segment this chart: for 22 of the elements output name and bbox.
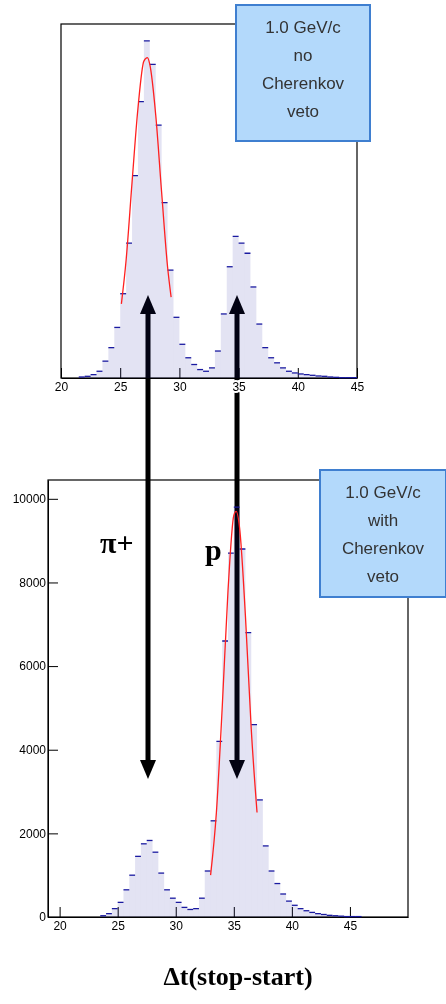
- x-tick-label: 25: [114, 379, 128, 394]
- x-tick-label: 30: [169, 918, 184, 933]
- annotation: 1.0 GeV/c no Cherenkov veto: [261, 18, 345, 121]
- x-tick-label: 40: [285, 918, 300, 933]
- y-tick-label: 4000: [19, 743, 47, 758]
- x-tick-label: 45: [343, 918, 358, 933]
- x-tick-label: 35: [227, 918, 242, 933]
- y-tick-label: 0: [39, 910, 47, 925]
- y-tick-label: 2000: [19, 826, 47, 841]
- x-tick-label: 40: [291, 379, 306, 394]
- x-tick-label: 30: [173, 379, 187, 394]
- x-tick-label: 25: [111, 918, 126, 933]
- x-tick-label: 45: [350, 379, 365, 394]
- x-tick-label: 20: [54, 379, 69, 394]
- annotation: π+: [100, 526, 134, 559]
- y-tick-label: 10000: [12, 492, 47, 507]
- y-tick-label: 8000: [19, 575, 47, 590]
- annotation: p: [205, 533, 222, 566]
- x-axis-title: Δt(stop-start): [163, 962, 313, 991]
- x-tick-label: 20: [53, 918, 68, 933]
- annotation: 1.0 GeV/c with Cherenkov veto: [341, 483, 425, 586]
- y-tick-label: 6000: [19, 659, 47, 674]
